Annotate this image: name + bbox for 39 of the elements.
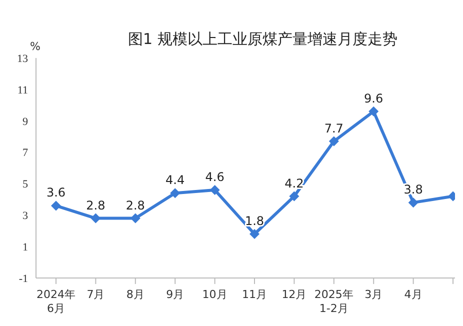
data-label: 2.8 <box>126 198 145 212</box>
x-tick-label: 8月 <box>126 288 144 301</box>
point <box>130 213 140 224</box>
data-label: 4.2 <box>284 176 304 190</box>
data-label: 9.6 <box>364 91 384 106</box>
point <box>51 200 61 211</box>
y-tick-label: 9 <box>22 116 28 128</box>
point <box>210 185 220 195</box>
y-tick-label: -1 <box>18 272 28 285</box>
point <box>368 106 379 116</box>
data-label: 1.8 <box>244 214 264 228</box>
y-tick-label: 7 <box>22 147 28 160</box>
x-tick-label: 2024年 6月 <box>36 288 76 315</box>
x-tick-label: 9月 <box>166 288 184 301</box>
y-tick-label: 13 <box>17 52 28 65</box>
point <box>289 191 300 202</box>
x-tick-label: 3月 <box>364 288 383 301</box>
x-tick-label: 7月 <box>86 288 105 301</box>
y-tick-label: 3 <box>22 210 28 222</box>
y-tick-label: 1 <box>22 241 28 254</box>
data-label: 4.6 <box>205 170 224 184</box>
point <box>90 213 101 224</box>
x-tick-label: 2025年 1-2月 <box>314 288 354 315</box>
data-label: 4.4 <box>166 173 185 188</box>
data-label: 3.6 <box>46 186 66 200</box>
x-tick-label: 4月 <box>404 288 422 301</box>
point <box>408 198 418 208</box>
data-label: 7.7 <box>324 121 344 136</box>
y-tick-label: 11 <box>17 84 28 96</box>
data-label: 2.8 <box>86 198 106 212</box>
x-tick-label: 11月 <box>242 288 267 301</box>
point <box>250 229 260 239</box>
point <box>328 136 339 146</box>
x-tick-label: 10月 <box>202 288 228 301</box>
y-tick-label: 5 <box>22 178 28 191</box>
point <box>170 188 180 198</box>
x-tick-label: 12月 <box>282 288 307 301</box>
y-axis-title: % <box>30 40 40 53</box>
chart-title: 图1 规模以上工业原煤产量增速月度走势 <box>128 30 398 49</box>
